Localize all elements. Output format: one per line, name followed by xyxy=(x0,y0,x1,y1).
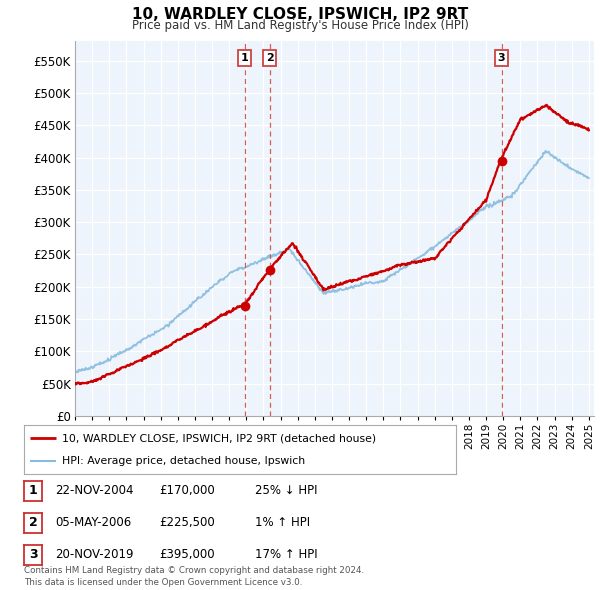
Text: 10, WARDLEY CLOSE, IPSWICH, IP2 9RT: 10, WARDLEY CLOSE, IPSWICH, IP2 9RT xyxy=(132,7,468,22)
Text: 3: 3 xyxy=(497,53,505,63)
Text: 22-NOV-2004: 22-NOV-2004 xyxy=(55,484,134,497)
Text: £225,500: £225,500 xyxy=(159,516,215,529)
Text: 3: 3 xyxy=(29,548,37,561)
Text: £395,000: £395,000 xyxy=(159,548,215,561)
Text: £170,000: £170,000 xyxy=(159,484,215,497)
Text: 10, WARDLEY CLOSE, IPSWICH, IP2 9RT (detached house): 10, WARDLEY CLOSE, IPSWICH, IP2 9RT (det… xyxy=(62,434,376,444)
Text: Price paid vs. HM Land Registry's House Price Index (HPI): Price paid vs. HM Land Registry's House … xyxy=(131,19,469,32)
Text: 1: 1 xyxy=(241,53,248,63)
Text: 25% ↓ HPI: 25% ↓ HPI xyxy=(255,484,317,497)
Text: 17% ↑ HPI: 17% ↑ HPI xyxy=(255,548,317,561)
Text: 2: 2 xyxy=(266,53,274,63)
Text: 20-NOV-2019: 20-NOV-2019 xyxy=(55,548,134,561)
Text: 1: 1 xyxy=(29,484,37,497)
Text: HPI: Average price, detached house, Ipswich: HPI: Average price, detached house, Ipsw… xyxy=(62,455,305,466)
Text: 2: 2 xyxy=(29,516,37,529)
Text: 05-MAY-2006: 05-MAY-2006 xyxy=(55,516,131,529)
Text: 1% ↑ HPI: 1% ↑ HPI xyxy=(255,516,310,529)
Text: Contains HM Land Registry data © Crown copyright and database right 2024.
This d: Contains HM Land Registry data © Crown c… xyxy=(24,566,364,587)
